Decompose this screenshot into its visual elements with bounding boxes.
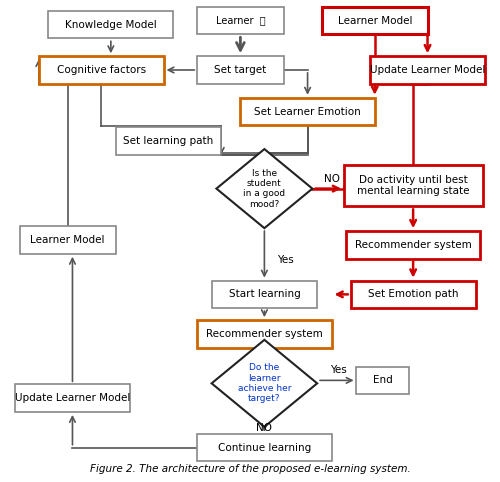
FancyBboxPatch shape bbox=[346, 231, 480, 259]
FancyBboxPatch shape bbox=[20, 226, 116, 254]
Text: Yes: Yes bbox=[330, 365, 346, 375]
Text: End: End bbox=[372, 375, 392, 386]
Text: Start learning: Start learning bbox=[228, 289, 300, 299]
Text: Learner Model: Learner Model bbox=[338, 15, 412, 26]
FancyBboxPatch shape bbox=[15, 384, 130, 412]
FancyBboxPatch shape bbox=[212, 281, 317, 308]
FancyBboxPatch shape bbox=[344, 165, 482, 206]
Text: Knowledge Model: Knowledge Model bbox=[65, 20, 156, 29]
Text: Continue learning: Continue learning bbox=[218, 442, 311, 453]
FancyBboxPatch shape bbox=[197, 434, 332, 461]
Text: Do the
learner
achieve her
target?: Do the learner achieve her target? bbox=[238, 363, 291, 403]
Text: Cognitive factors: Cognitive factors bbox=[56, 65, 146, 75]
FancyBboxPatch shape bbox=[370, 56, 485, 84]
Text: Learner  🎓: Learner 🎓 bbox=[216, 15, 265, 26]
Text: Do activity until best
mental learning state: Do activity until best mental learning s… bbox=[357, 175, 470, 197]
Text: Update Learner Model: Update Learner Model bbox=[370, 65, 485, 75]
FancyBboxPatch shape bbox=[322, 7, 428, 34]
Text: Recommender system: Recommender system bbox=[206, 329, 323, 339]
Text: Figure 2. The architecture of the proposed e-learning system.: Figure 2. The architecture of the propos… bbox=[90, 464, 410, 474]
Text: NO: NO bbox=[324, 174, 340, 184]
FancyBboxPatch shape bbox=[116, 127, 221, 155]
FancyBboxPatch shape bbox=[39, 56, 164, 84]
FancyBboxPatch shape bbox=[351, 281, 476, 308]
Polygon shape bbox=[212, 340, 317, 427]
FancyBboxPatch shape bbox=[48, 11, 173, 39]
FancyBboxPatch shape bbox=[197, 320, 332, 348]
Text: Set Emotion path: Set Emotion path bbox=[368, 289, 458, 299]
FancyBboxPatch shape bbox=[240, 98, 375, 125]
FancyBboxPatch shape bbox=[197, 56, 284, 84]
FancyBboxPatch shape bbox=[356, 366, 409, 394]
Text: Recommender system: Recommender system bbox=[355, 240, 472, 250]
Text: NO: NO bbox=[256, 423, 272, 433]
Text: Learner Model: Learner Model bbox=[30, 235, 105, 245]
Text: Yes: Yes bbox=[277, 255, 293, 265]
Text: Set target: Set target bbox=[214, 65, 266, 75]
Text: Is the
student
in a good
mood?: Is the student in a good mood? bbox=[244, 169, 286, 209]
FancyBboxPatch shape bbox=[197, 7, 284, 34]
Polygon shape bbox=[216, 149, 312, 228]
Text: Set learning path: Set learning path bbox=[124, 136, 214, 146]
Text: Set Learner Emotion: Set Learner Emotion bbox=[254, 107, 361, 117]
Text: Update Learner Model: Update Learner Model bbox=[15, 393, 130, 403]
